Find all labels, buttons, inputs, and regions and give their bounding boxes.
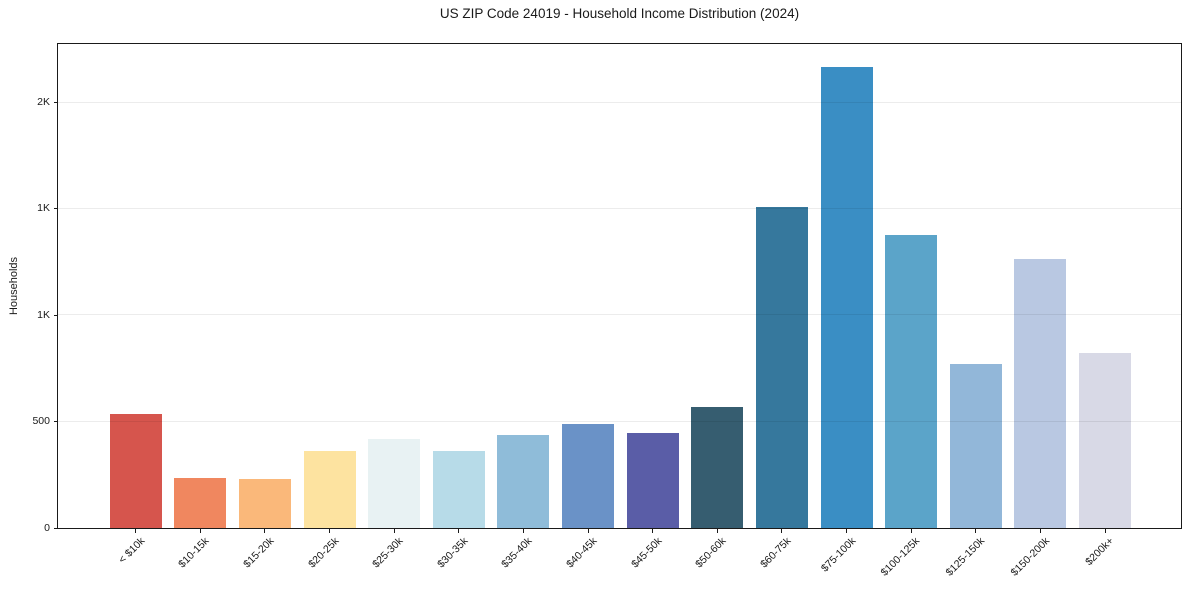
y-axis-label: Households [0, 44, 28, 528]
x-tick-label: $20-25k [305, 535, 342, 571]
x-tick-mark [458, 529, 460, 533]
bar [691, 407, 744, 528]
x-tick-label: $125-150k [943, 535, 988, 579]
y-tick-mark [54, 208, 58, 210]
bar [885, 235, 938, 528]
y-tick-mark [54, 527, 58, 529]
y-tick-label: 1K [37, 202, 50, 215]
x-tick-mark [393, 529, 395, 533]
x-tick-label: $150-200k [1008, 535, 1052, 579]
x-tick-label: $100-125k [879, 535, 923, 579]
plot-area [57, 43, 1182, 529]
bar [432, 450, 485, 528]
bar [949, 364, 1002, 528]
bar [1014, 259, 1067, 528]
x-tick-mark [199, 529, 201, 533]
y-axis-label-text: Households [8, 256, 20, 316]
chart-title: US ZIP Code 24019 - Household Income Dis… [439, 6, 800, 21]
x-tick-label: $25-30k [370, 535, 406, 571]
x-tick-mark [716, 529, 718, 533]
x-tick-mark [846, 529, 847, 533]
x-tick-mark [975, 529, 977, 533]
x-tick-label: $45-50k [628, 535, 665, 571]
gridline [58, 207, 1181, 209]
bar [820, 67, 873, 528]
x-tick-label: $75-100k [818, 535, 858, 575]
bar [109, 414, 162, 528]
bar [238, 479, 291, 528]
y-tick-label: 1K [37, 308, 50, 321]
x-tick-label: $60-75k [758, 535, 794, 571]
y-tick-label: 500 [32, 415, 50, 428]
x-tick-label: $30-35k [434, 535, 471, 571]
gridline [58, 420, 1181, 422]
x-tick-mark [587, 529, 589, 533]
x-tick-label: $15-20k [241, 535, 277, 571]
bar [562, 423, 615, 528]
x-tick-label: < $10k [116, 535, 148, 566]
bar [1079, 352, 1131, 528]
x-tick-label: $200k+ [1083, 535, 1117, 569]
x-tick-mark [1104, 529, 1106, 533]
bar [755, 207, 808, 528]
x-tick-label: $40-45k [564, 535, 600, 571]
x-tick-label: $50-60k [693, 535, 729, 571]
bar [174, 478, 227, 528]
x-tick-mark [329, 529, 331, 533]
x-tick-mark [135, 529, 137, 533]
x-tick-mark [910, 529, 912, 533]
x-tick-label: $10-15k [176, 535, 212, 571]
bar [368, 439, 421, 528]
y-tick-mark [54, 314, 58, 316]
y-tick-mark [54, 421, 58, 423]
bar [626, 432, 679, 528]
y-tick-label: 0 [44, 521, 50, 534]
x-tick-mark [1039, 529, 1041, 533]
bar [303, 451, 356, 528]
x-tick-mark [652, 529, 654, 533]
gridline [58, 101, 1181, 103]
x-tick-mark [781, 529, 783, 533]
x-tick-mark [264, 529, 266, 533]
y-tick-mark [54, 102, 58, 103]
y-tick-label: 2K [37, 96, 50, 108]
gridline [58, 314, 1181, 316]
bar [497, 434, 550, 528]
x-tick-label: $35-40k [499, 535, 535, 571]
x-tick-mark [522, 529, 524, 533]
